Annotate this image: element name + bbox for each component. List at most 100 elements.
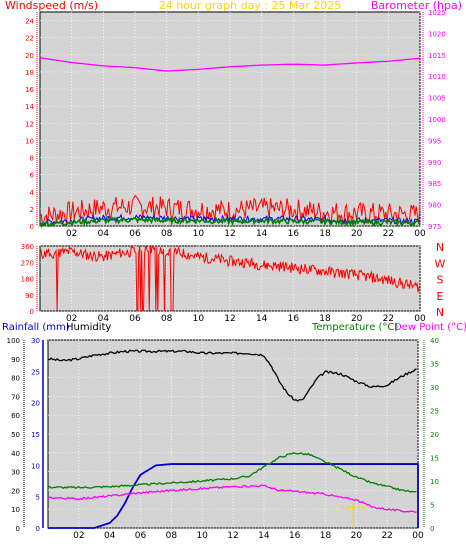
p2-x-tick-label: 00 [414,314,426,324]
rainfall-axis-title: Rainfall (mm) [2,322,70,333]
p2-x-tick-label: 02 [66,314,77,324]
windspeed-tick-label: 6 [30,172,35,180]
p2-x-tick-label: 20 [351,314,363,324]
direction-tick-label: 90 [25,292,34,300]
humidity-axis-title: Humidity [66,322,111,333]
windspeed-tick-label: 24 [25,18,34,26]
p3-x-tick-label: 02 [73,531,84,541]
humidity-tick-label: 30 [11,469,20,477]
windspeed-tick-label: 20 [25,52,34,60]
barometer-tick-label: 980 [428,202,441,210]
compass-label: W [435,257,446,270]
rainfall-tick-label: 10 [31,462,40,470]
barometer-tick-label: 975 [428,223,441,231]
graph-date-title: 24 hour graph day : 25 Mar 2025 [159,0,342,12]
p1-plot-area [39,11,421,227]
windspeed-tick-label: 10 [25,137,34,145]
barometer-axis-title: Barometer (hpa) [371,0,462,12]
p3-x-tick-label: 18 [320,531,332,541]
barometer-tick-label: 985 [428,180,441,188]
temperature-tick-label: 5 [430,502,434,510]
temperature-tick-label: 40 [430,337,439,345]
rain-humidity-temperature-panel: Rainfall (mm)Humidity Temperature (°C)Dew… [2,322,466,541]
humidity-tick-label: 0 [16,525,20,533]
barometer-tick-label: 1025 [428,9,446,17]
humidity-tick-label: 10 [11,506,20,514]
windspeed-tick-label: 16 [25,86,34,94]
dewpoint-axis-title: Dew Point (°C) [394,322,466,333]
windspeed-tick-label: 2 [30,206,34,214]
windspeed-tick-label: 18 [25,69,34,77]
rainfall-tick-label: 25 [31,368,40,376]
rainfall-tick-label: 20 [31,400,40,408]
barometer-tick-label: 1005 [428,95,446,103]
windspeed-tick-label: 8 [30,155,34,163]
barometer-tick-label: 990 [428,159,441,167]
windspeed-axis-title: Windspeed (m/s) [5,0,98,12]
humidity-tick-label: 100 [7,337,20,345]
windspeed-tick-label: 12 [25,120,34,128]
direction-tick-label: 270 [21,259,34,267]
windspeed-tick-label: 14 [25,103,34,111]
compass-label: N [436,306,444,319]
p3-x-tick-label: 00 [412,531,424,541]
humidity-tick-label: 60 [11,412,20,420]
windspeed-tick-label: 0 [30,223,34,231]
p3-x-tick-label: 20 [351,531,363,541]
dewpoint-line [47,484,417,514]
p3-x-tick-label: 16 [289,531,301,541]
humidity-tick-label: 40 [11,450,20,458]
temperature-tick-label: 0 [430,525,434,533]
p3-x-tick-label: 08 [166,531,178,541]
wind-direction-trace [39,244,421,312]
rainfall-tick-label: 15 [31,431,40,439]
temperature-axis-title: Temperature (°C) [311,322,398,333]
p1-x-tick-label: 16 [288,229,300,239]
direction-tick-label: 0 [30,308,34,316]
p2-x-tick-label: 10 [193,314,205,324]
p2-x-tick-label: 08 [161,314,173,324]
wind-lull-line [39,216,421,229]
rainfall-tick-label: 5 [36,494,40,502]
p1-x-tick-label: 20 [351,229,363,239]
barometer-tick-label: 1015 [428,52,446,60]
p1-x-tick-label: 02 [66,229,77,239]
p2-x-tick-label: 06 [129,314,141,324]
rainfall-line [48,463,419,529]
barometer-tick-label: 1020 [428,30,446,38]
temperature-tick-label: 35 [430,361,439,369]
temperature-tick-label: 25 [430,408,439,416]
p3-x-tick-label: 12 [227,531,238,541]
temperature-tick-label: 20 [430,431,439,439]
p2-x-tick-label: 16 [288,314,300,324]
compass-label: N [436,241,444,254]
temperature-tick-label: 10 [430,478,439,486]
barometer-tick-label: 1000 [428,116,446,124]
p1-x-tick-label: 06 [129,229,141,239]
p2-x-tick-label: 22 [383,314,394,324]
barometer-tick-label: 995 [428,137,441,145]
p1-x-tick-label: 08 [161,229,173,239]
rainfall-tick-label: 0 [36,525,40,533]
humidity-tick-label: 50 [11,431,20,439]
p1-x-tick-label: 00 [414,229,426,239]
humidity-tick-label: 20 [11,487,20,495]
barometer-tick-label: 1010 [428,73,446,81]
p3-x-tick-label: 06 [135,531,147,541]
direction-tick-label: 180 [21,276,34,284]
temperature-tick-label: 30 [430,384,439,392]
humidity-tick-label: 90 [11,356,20,364]
windspeed-tick-label: 4 [30,189,35,197]
p1-x-tick-label: 04 [98,229,110,239]
temperature-line [47,452,417,493]
barometer-line [39,57,421,72]
humidity-line [47,349,417,402]
p3-x-tick-label: 04 [104,531,116,541]
direction-tick-label: 360 [21,243,34,251]
compass-label: S [437,274,444,287]
p1-x-tick-label: 22 [383,229,394,239]
rainfall-tick-label: 30 [31,337,40,345]
humidity-tick-label: 80 [11,375,20,383]
